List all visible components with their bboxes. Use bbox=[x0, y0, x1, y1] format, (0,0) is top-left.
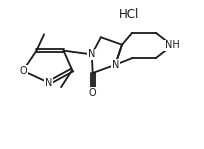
Text: O: O bbox=[19, 66, 27, 76]
Text: NH: NH bbox=[164, 40, 179, 51]
Text: N: N bbox=[111, 60, 118, 70]
Text: N: N bbox=[45, 78, 52, 88]
Text: O: O bbox=[88, 88, 96, 98]
Text: N: N bbox=[88, 49, 95, 59]
Text: HCl: HCl bbox=[118, 8, 139, 21]
